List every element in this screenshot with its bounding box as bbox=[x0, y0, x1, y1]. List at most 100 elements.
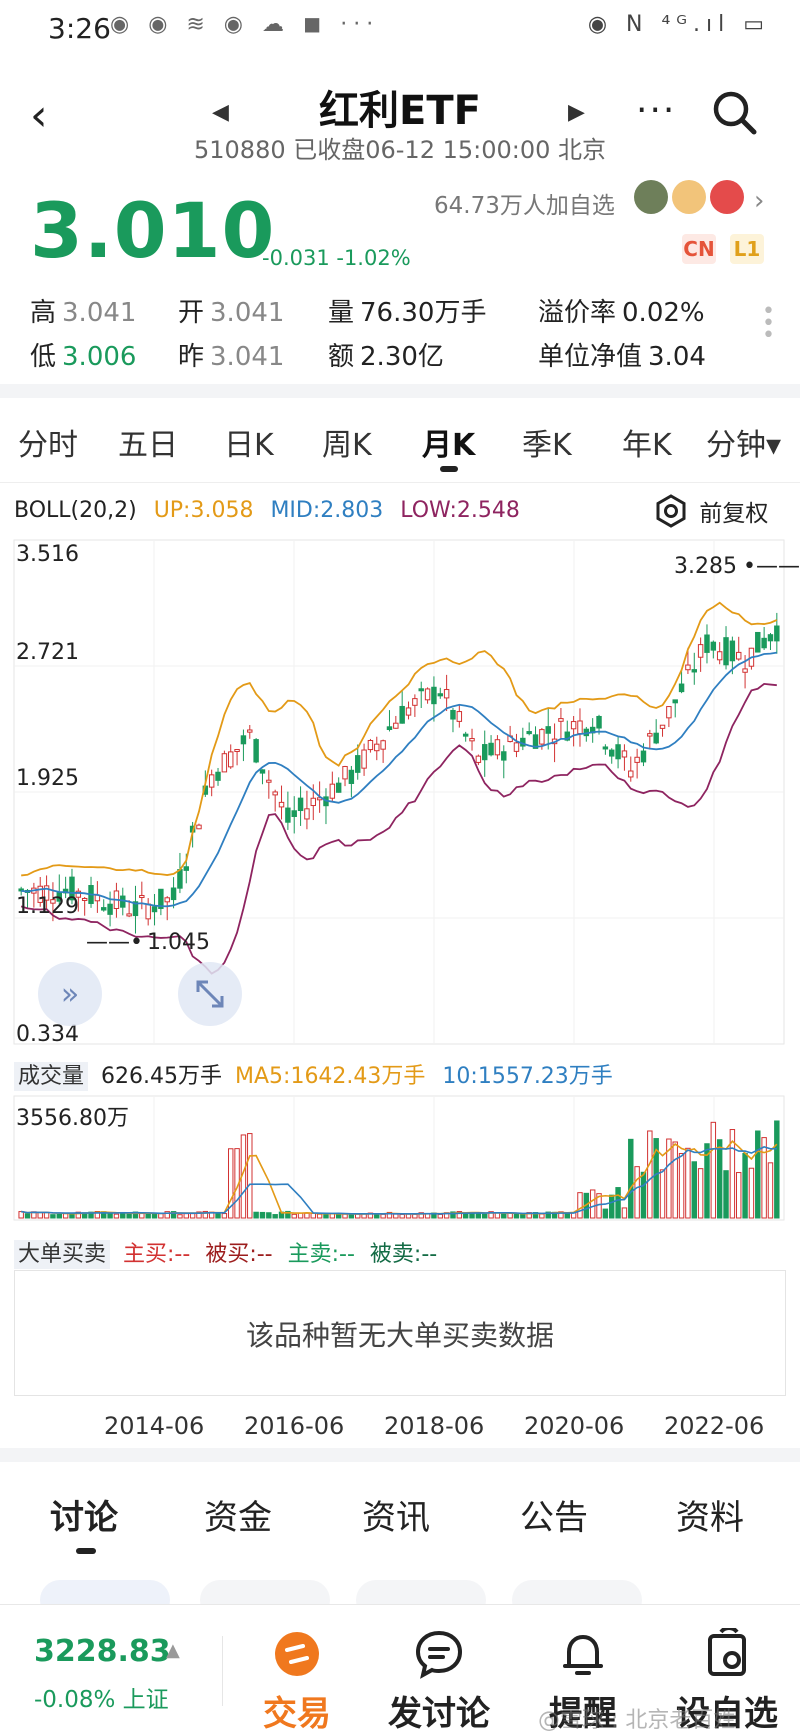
big-order-legend: 大单买卖 主买:-- 被买:-- 主卖:-- 被卖:-- bbox=[14, 1236, 437, 1269]
tab-announcements[interactable]: 公告 bbox=[520, 1498, 588, 1538]
candle-body bbox=[767, 634, 774, 642]
candle-body bbox=[488, 742, 494, 756]
boll-legend[interactable]: BOLL(20,2) UP:3.058 MID:2.803 LOW:2.548 bbox=[14, 498, 520, 523]
candle-body bbox=[450, 709, 456, 720]
market-status: 510880 已收盘06-12 15:00:00 北京 bbox=[193, 136, 607, 164]
tab-weekly-k[interactable]: 周K bbox=[322, 428, 372, 463]
fullscreen-button[interactable] bbox=[178, 962, 242, 1026]
candle-body bbox=[393, 722, 399, 729]
candle-body bbox=[640, 750, 647, 763]
volume-bar bbox=[304, 1212, 310, 1219]
search-button[interactable] bbox=[710, 88, 760, 138]
volume-bar bbox=[653, 1138, 659, 1219]
volume-bar bbox=[647, 1130, 653, 1219]
more-button[interactable]: ··· bbox=[636, 90, 677, 131]
stat-nav: 单位净值 3.04 bbox=[538, 342, 706, 372]
candle-body bbox=[437, 693, 443, 697]
volume-ma10-line bbox=[21, 1146, 777, 1215]
volume-bar bbox=[50, 1214, 56, 1219]
next-stock-button[interactable]: ▶ bbox=[568, 100, 585, 125]
tab-news[interactable]: 资讯 bbox=[362, 1498, 430, 1538]
volume-bar bbox=[704, 1143, 710, 1219]
adjust-button[interactable]: 前复权 bbox=[654, 494, 768, 528]
prev-stock-button[interactable]: ◀ bbox=[212, 100, 229, 125]
volume-bar bbox=[126, 1213, 132, 1219]
x-tick: 2016-06 bbox=[244, 1412, 345, 1440]
candle-body bbox=[101, 907, 107, 911]
candle-body bbox=[367, 740, 374, 751]
candle-body bbox=[628, 770, 634, 778]
chevron-right-icon[interactable]: › bbox=[754, 186, 765, 216]
candle-body bbox=[386, 726, 393, 731]
candle-body bbox=[355, 755, 361, 773]
candle-body bbox=[672, 699, 678, 704]
back-button[interactable]: ‹ bbox=[30, 90, 70, 141]
cn-badge: CN bbox=[682, 234, 716, 264]
volume-bar bbox=[386, 1211, 393, 1219]
volume-bar bbox=[202, 1210, 209, 1219]
volume-bar bbox=[151, 1213, 158, 1219]
candle-body bbox=[37, 885, 43, 903]
active-tab-indicator bbox=[440, 466, 458, 472]
volume-bar bbox=[215, 1213, 221, 1219]
candle-body bbox=[208, 774, 215, 788]
expand-chart-button[interactable]: » bbox=[38, 962, 102, 1026]
candle-body bbox=[469, 738, 475, 742]
volume-bar bbox=[640, 1171, 647, 1219]
min-price-label: ——• 1.045 bbox=[86, 930, 210, 955]
big-order-indicator-button[interactable]: 大单买卖 bbox=[14, 1240, 111, 1269]
y-tick-top: 3.516 bbox=[16, 542, 79, 567]
post-discussion-button[interactable]: 发讨论 bbox=[384, 1626, 494, 1735]
candle-body bbox=[570, 721, 577, 730]
index-change[interactable]: -0.08% 上证 bbox=[34, 1687, 169, 1713]
stat-low: 低 3.006 bbox=[30, 342, 137, 372]
candle-body bbox=[234, 749, 240, 753]
tab-discussion[interactable]: 讨论 bbox=[50, 1498, 118, 1538]
kline-chart[interactable] bbox=[0, 536, 800, 1236]
add-watchlist-button[interactable]: 设自选 bbox=[672, 1626, 782, 1735]
candle-body bbox=[634, 756, 640, 763]
tab-yearly-k[interactable]: 年K bbox=[622, 428, 672, 463]
candle-body bbox=[380, 740, 386, 750]
triangle-up-icon[interactable]: ▲ bbox=[166, 1640, 180, 1661]
tab-minute[interactable]: 分钟▾ bbox=[706, 428, 782, 463]
tab-five-day[interactable]: 五日 bbox=[118, 428, 178, 463]
volume-indicator-button[interactable]: 成交量 bbox=[14, 1062, 89, 1091]
candle-body bbox=[405, 707, 412, 716]
trade-icon bbox=[275, 1632, 319, 1676]
index-value[interactable]: 3228.83 bbox=[34, 1634, 171, 1669]
candle-body bbox=[647, 733, 653, 737]
volume-bar bbox=[266, 1212, 272, 1219]
candle-body bbox=[272, 791, 278, 796]
candle-body bbox=[431, 686, 437, 705]
bell-icon bbox=[563, 1635, 603, 1675]
candle-body bbox=[577, 720, 583, 735]
candle-body bbox=[291, 810, 297, 817]
tab-monthly-k[interactable]: 月K bbox=[422, 428, 476, 463]
tab-daily-k[interactable]: 日K bbox=[224, 428, 274, 463]
volume-bar bbox=[462, 1212, 469, 1219]
tab-profile[interactable]: 资料 bbox=[676, 1498, 744, 1538]
volume-bar bbox=[488, 1211, 494, 1219]
trade-button[interactable]: 交易 bbox=[242, 1626, 352, 1735]
volume-bar bbox=[177, 1214, 183, 1219]
remind-button[interactable]: 提醒 bbox=[528, 1626, 638, 1735]
candle-body bbox=[666, 706, 672, 719]
candle-body bbox=[615, 744, 621, 760]
volume-bar bbox=[380, 1213, 386, 1219]
big-order-panel bbox=[14, 1270, 786, 1396]
volume-bar bbox=[589, 1189, 596, 1219]
candle-body bbox=[399, 705, 405, 724]
candle-body bbox=[285, 807, 291, 823]
tab-intraday[interactable]: 分时 bbox=[18, 428, 78, 463]
tab-funds[interactable]: 资金 bbox=[204, 1498, 272, 1538]
divider bbox=[0, 384, 800, 398]
tab-quarterly-k[interactable]: 季K bbox=[522, 428, 572, 463]
candle-body bbox=[494, 739, 501, 756]
favorites-count[interactable]: 64.73万人加自选 bbox=[434, 193, 615, 219]
candle-body bbox=[348, 769, 355, 784]
follower-avatars[interactable] bbox=[634, 180, 748, 214]
expand-stats-icon[interactable]: • • • bbox=[762, 299, 775, 348]
volume-bar bbox=[170, 1211, 177, 1219]
candle-body bbox=[723, 637, 729, 666]
